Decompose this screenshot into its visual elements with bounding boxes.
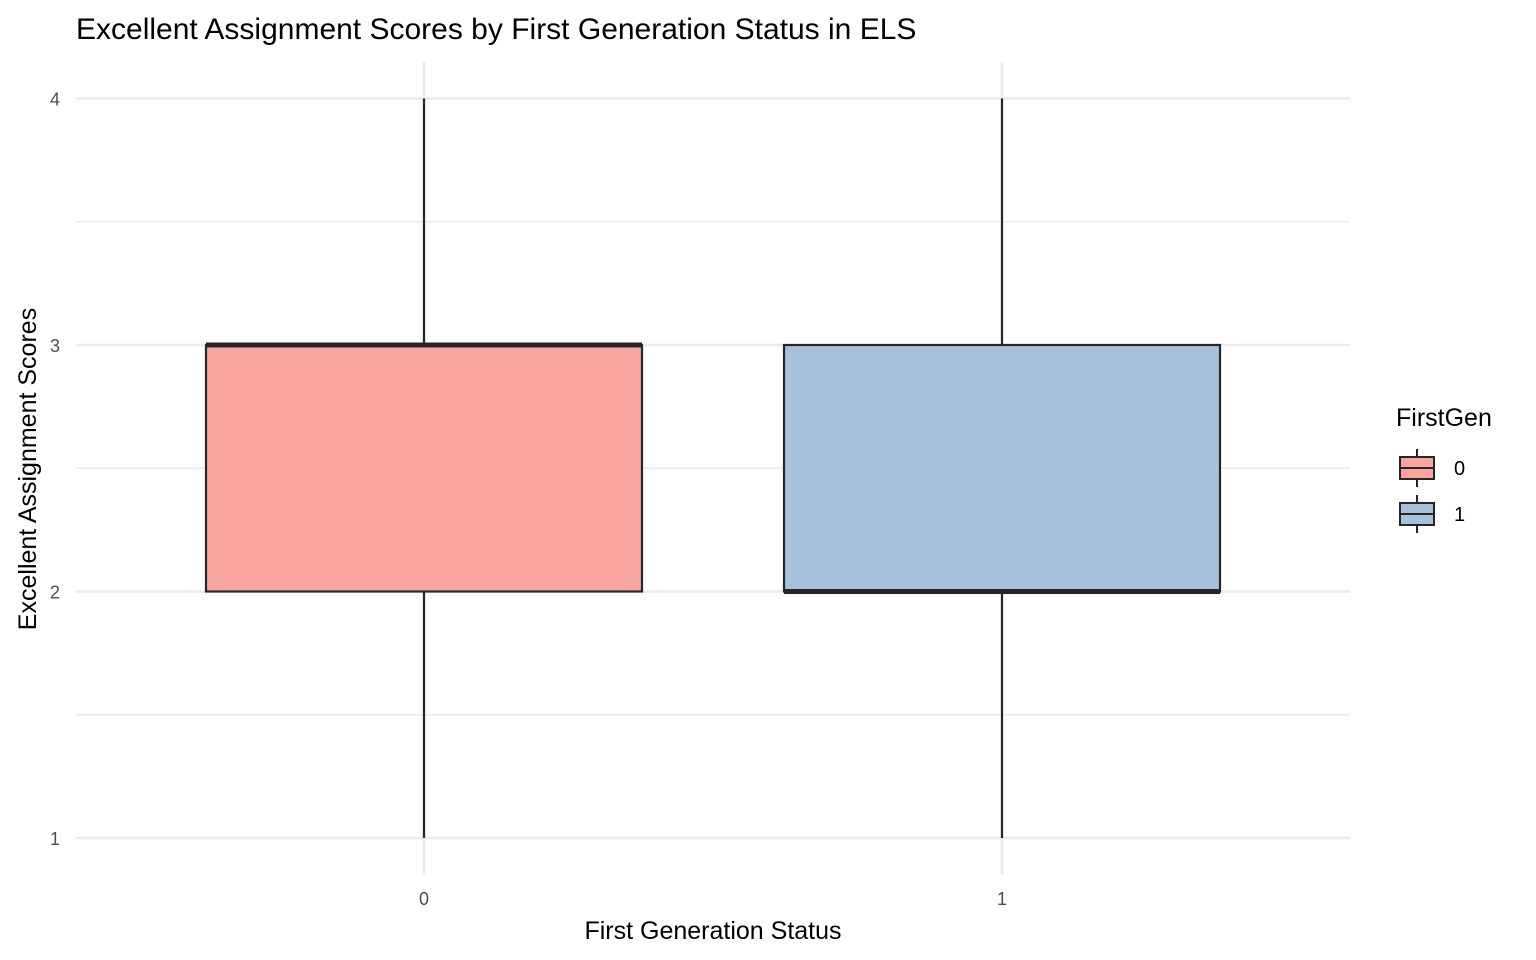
legend-entry-1: 1 [1399, 495, 1465, 533]
y-tick-label: 4 [50, 90, 60, 110]
box-body [204, 343, 644, 593]
y-tick-label: 3 [50, 336, 60, 356]
y-axis-title: Excellent Assignment Scores [14, 308, 42, 630]
box-body [782, 343, 1222, 593]
legend-label: 1 [1454, 504, 1465, 526]
x-tick-label: 0 [419, 889, 429, 909]
box-1 [782, 98, 1222, 838]
legend-title: FirstGen [1396, 404, 1492, 432]
chart-title: Excellent Assignment Scores by First Gen… [76, 13, 916, 46]
y-axis-tick-labels: 1 2 3 4 [50, 90, 60, 850]
box-0 [204, 98, 644, 838]
box-series [204, 98, 1222, 838]
x-tick-label: 1 [997, 889, 1007, 909]
legend-entry-0: 0 [1399, 449, 1465, 487]
y-tick-label: 1 [50, 829, 60, 849]
y-tick-label: 2 [50, 583, 60, 603]
legend-label: 0 [1454, 458, 1465, 480]
x-axis-title: First Generation Status [584, 917, 841, 945]
legend: FirstGen 0 1 [1396, 404, 1492, 533]
